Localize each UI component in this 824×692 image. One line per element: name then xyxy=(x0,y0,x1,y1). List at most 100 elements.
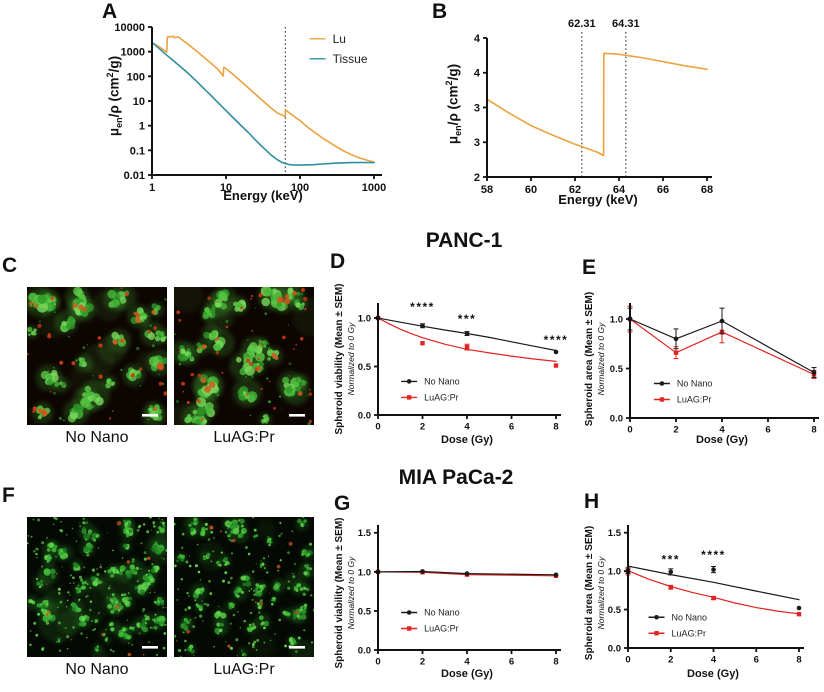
svg-text:68: 68 xyxy=(701,184,713,196)
svg-text:6: 6 xyxy=(754,655,759,666)
chart-g-mia-viability: 0 2 4 6 8 0.0 0.5 1.0 1.5 No Nano LuAG:Pr xyxy=(358,525,561,668)
chart-d-y-axis-label: Spheroid viability (Mean ± SEM) Normaliz… xyxy=(334,283,356,435)
svg-text:0: 0 xyxy=(375,657,380,668)
svg-text:0: 0 xyxy=(375,422,380,433)
svg-text:Lu: Lu xyxy=(333,32,346,46)
svg-text:6: 6 xyxy=(765,425,770,436)
svg-text:58: 58 xyxy=(481,184,493,196)
svg-text:64.31: 64.31 xyxy=(612,18,640,30)
chart-h-x-axis-label: Dose (Gy) xyxy=(687,668,739,680)
svg-text:1000: 1000 xyxy=(121,47,145,59)
chart-g-y-axis-label: Spheroid viability (Mean ± SEM) Normaliz… xyxy=(334,517,356,669)
svg-text:No Nano: No Nano xyxy=(424,377,460,387)
caption-mia-no-nano: No Nano xyxy=(65,661,129,678)
svg-text:60: 60 xyxy=(525,184,537,196)
svg-text:0.5: 0.5 xyxy=(610,364,624,375)
chart-a-x-axis-label: Energy (keV) xyxy=(223,188,303,203)
svg-text:4: 4 xyxy=(464,657,470,668)
panel-label-e: E xyxy=(582,256,597,279)
svg-text:1: 1 xyxy=(149,182,155,194)
micrograph-panc1-no-nano xyxy=(27,287,167,425)
svg-text:8: 8 xyxy=(553,657,558,668)
svg-text:1000: 1000 xyxy=(362,182,386,194)
svg-text:LuAG:Pr: LuAG:Pr xyxy=(424,393,459,403)
micrograph-mia-luagpr xyxy=(174,517,314,657)
panel-label-h: H xyxy=(584,490,600,513)
svg-text:4: 4 xyxy=(711,655,717,666)
svg-text:10: 10 xyxy=(133,96,145,108)
svg-text:1.5: 1.5 xyxy=(358,528,372,539)
svg-text:1.5: 1.5 xyxy=(608,528,622,539)
svg-text:Tissue: Tissue xyxy=(333,52,368,66)
svg-text:1.0: 1.0 xyxy=(358,313,371,324)
svg-text:****: **** xyxy=(701,548,726,562)
svg-text:0.0: 0.0 xyxy=(358,645,371,656)
svg-text:0.5: 0.5 xyxy=(608,605,622,616)
svg-text:4: 4 xyxy=(719,425,725,436)
panel-label-b: B xyxy=(432,0,448,23)
micrograph-panc1-luagpr xyxy=(174,287,314,425)
svg-text:8: 8 xyxy=(553,422,558,433)
chart-g-x-axis-label: Dose (Gy) xyxy=(441,668,493,680)
svg-text:0: 0 xyxy=(627,425,632,436)
chart-a-y-axis-label: μen/ρ (cm2/g) xyxy=(105,55,125,137)
svg-text:No Nano: No Nano xyxy=(424,608,460,618)
chart-h-y-axis-label: Spheroid area (Mean ± SEM) Normalized to… xyxy=(584,525,606,661)
svg-text:No Nano: No Nano xyxy=(677,379,713,389)
svg-text:1.0: 1.0 xyxy=(358,567,371,578)
svg-text:4: 4 xyxy=(464,422,470,433)
svg-text:6: 6 xyxy=(509,657,514,668)
svg-text:0.0: 0.0 xyxy=(358,410,371,421)
svg-text:LuAG:Pr: LuAG:Pr xyxy=(672,628,707,638)
svg-text:8: 8 xyxy=(811,425,816,436)
micrograph-image xyxy=(174,517,314,657)
svg-text:0.01: 0.01 xyxy=(124,170,145,182)
svg-text:66: 66 xyxy=(657,184,669,196)
svg-text:2: 2 xyxy=(673,425,678,436)
svg-text:10000: 10000 xyxy=(114,22,145,34)
group-title-panc1: PANC-1 xyxy=(425,229,503,252)
caption-panc1-luagpr: LuAG:Pr xyxy=(213,429,275,446)
panel-label-c: C xyxy=(2,254,18,277)
chart-b-y-axis-label: μen/ρ (cm2/g) xyxy=(444,63,464,145)
svg-text:8: 8 xyxy=(796,655,801,666)
svg-text:LuAG:Pr: LuAG:Pr xyxy=(424,624,459,634)
svg-text:0.5: 0.5 xyxy=(358,606,372,617)
svg-text:1.0: 1.0 xyxy=(608,567,621,578)
panel-label-d: D xyxy=(330,250,346,273)
svg-text:6: 6 xyxy=(509,422,514,433)
svg-text:0.5: 0.5 xyxy=(358,362,372,373)
chart-a-mass-energy-absorption-log: 1 10 100 1000 10000 1000 100 10 1 0.1 0.01 Lu Tissue xyxy=(114,22,386,194)
svg-text:10: 10 xyxy=(220,182,232,194)
svg-text:1: 1 xyxy=(139,121,145,133)
svg-text:2: 2 xyxy=(474,172,480,184)
caption-panc1-no-nano: No Nano xyxy=(65,429,129,446)
micrograph-mia-no-nano xyxy=(27,517,167,657)
chart-d-x-axis-label: Dose (Gy) xyxy=(441,434,493,446)
svg-text:4: 4 xyxy=(474,33,481,45)
chart-e-panc1-area: 0 2 4 6 8 0.0 0.5 1.0 No Nano LuAG:Pr xyxy=(610,303,819,436)
panel-label-f: F xyxy=(2,484,15,507)
svg-text:****: **** xyxy=(410,300,435,314)
svg-text:No Nano: No Nano xyxy=(672,612,708,622)
svg-text:100: 100 xyxy=(291,182,309,194)
micrograph-image xyxy=(27,517,167,657)
chart-b-x-axis-label: Energy (keV) xyxy=(558,192,638,207)
svg-text:0.0: 0.0 xyxy=(610,413,623,424)
svg-text:62.31: 62.31 xyxy=(568,18,596,30)
svg-text:2: 2 xyxy=(420,422,425,433)
svg-text:****: **** xyxy=(544,333,569,347)
svg-text:3: 3 xyxy=(474,102,480,114)
svg-text:LuAG:Pr: LuAG:Pr xyxy=(677,395,712,405)
svg-text:0.1: 0.1 xyxy=(130,145,145,157)
panel-label-g: G xyxy=(334,492,351,515)
caption-mia-luagpr: LuAG:Pr xyxy=(213,661,275,678)
svg-text:3: 3 xyxy=(474,137,480,149)
svg-text:***: *** xyxy=(661,552,680,566)
svg-text:4: 4 xyxy=(474,68,481,80)
chart-e-y-axis-label: Spheroid area (Mean ± SEM) Normalized to… xyxy=(584,291,606,427)
micrograph-image xyxy=(174,287,314,425)
